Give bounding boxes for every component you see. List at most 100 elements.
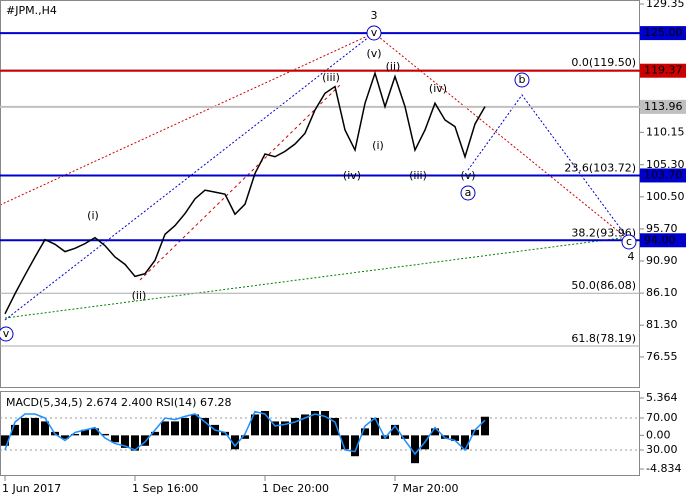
macd-bar bbox=[271, 421, 279, 436]
price-line bbox=[4, 70, 486, 315]
trend-line bbox=[4, 236, 630, 319]
wave-label: 4 bbox=[628, 250, 635, 263]
macd-bar bbox=[131, 435, 139, 451]
trend-line bbox=[139, 84, 341, 281]
y-tick-label: 5.364 bbox=[646, 391, 678, 404]
rsi-line bbox=[4, 410, 486, 456]
wave-circle bbox=[460, 185, 476, 201]
y-tick-label: 76.55 bbox=[646, 350, 678, 363]
wave-label: (iv) bbox=[429, 82, 447, 95]
wave-label: b bbox=[519, 73, 526, 86]
trend-line bbox=[4, 32, 375, 321]
macd-bar bbox=[401, 435, 409, 439]
level-label: 113.96 bbox=[644, 100, 683, 113]
forecast-line bbox=[467, 94, 630, 241]
macd-bar bbox=[291, 417, 299, 436]
wave-label: v bbox=[3, 327, 10, 340]
macd-bar bbox=[1, 435, 9, 446]
wave-label: (iv) bbox=[343, 169, 361, 182]
wave-label: (v) bbox=[460, 169, 475, 182]
y-tick-label: -4.834 bbox=[646, 462, 681, 475]
macd-bar bbox=[31, 417, 39, 436]
wave-label: v bbox=[371, 26, 378, 39]
wave-lines bbox=[0, 32, 630, 321]
fib-label: 38.2(93.96) bbox=[571, 227, 636, 240]
macd-bar bbox=[431, 428, 439, 436]
fib-label: 0.0(119.50) bbox=[571, 56, 636, 69]
macd-bar bbox=[411, 435, 419, 464]
macd-bar bbox=[81, 429, 89, 436]
y-tick-label: 110.15 bbox=[646, 125, 685, 138]
wave-label: c bbox=[626, 235, 632, 248]
macd-bar bbox=[61, 435, 69, 439]
macd-bar bbox=[171, 421, 179, 436]
macd-bar bbox=[181, 417, 189, 436]
macd-bar bbox=[371, 417, 379, 436]
macd-bar bbox=[321, 410, 329, 436]
macd-bar bbox=[201, 417, 209, 436]
macd-bar bbox=[141, 435, 149, 446]
macd-bar bbox=[341, 435, 349, 450]
macd-bar bbox=[361, 428, 369, 436]
level-label: 119.37 bbox=[644, 64, 683, 77]
wave-label: (iii) bbox=[409, 169, 427, 182]
trend-line bbox=[373, 32, 630, 241]
macd-bar bbox=[71, 433, 79, 436]
macd-bar bbox=[101, 433, 109, 436]
indicator-title: MACD(5,34,5) 2.674 2.400 RSI(14) 67.28 bbox=[6, 396, 231, 409]
macd-bar bbox=[281, 421, 289, 436]
wave-label: (v) bbox=[366, 47, 381, 60]
chart-title: #JPM.,H4 bbox=[6, 4, 57, 17]
fib-label: 23.6(103.72) bbox=[564, 161, 636, 174]
wave-circle bbox=[514, 72, 530, 88]
level-box bbox=[640, 233, 686, 248]
level-label: 94.00 bbox=[644, 233, 676, 246]
macd-bar bbox=[301, 414, 309, 436]
macd-bar bbox=[331, 417, 339, 436]
macd-bar bbox=[121, 435, 129, 448]
level-box bbox=[640, 168, 686, 183]
price-panel bbox=[0, 0, 640, 388]
y-tick-label: 0.00 bbox=[646, 428, 671, 441]
wave-label: (iii) bbox=[322, 71, 340, 84]
x-tick-label: 7 Mar 20:00 bbox=[392, 482, 458, 495]
level-box bbox=[640, 99, 686, 114]
y-tick-label: 100.50 bbox=[646, 190, 685, 203]
macd-bar bbox=[461, 435, 469, 450]
macd-bar bbox=[311, 410, 319, 436]
wave-circle bbox=[621, 234, 637, 250]
x-tick-label: 1 Dec 20:00 bbox=[262, 482, 329, 495]
macd-bar bbox=[391, 424, 399, 436]
level-label: 103.70 bbox=[644, 168, 683, 181]
macd-bar bbox=[91, 428, 99, 436]
wave-circle bbox=[0, 326, 14, 342]
fib-label: 61.8(78.19) bbox=[571, 332, 636, 345]
macd-bar bbox=[11, 424, 19, 436]
y-tick-label: 30.00 bbox=[646, 443, 678, 456]
wave-label: (i) bbox=[372, 139, 384, 152]
macd-bar bbox=[191, 414, 199, 436]
fib-label: 50.0(86.08) bbox=[571, 279, 636, 292]
macd-bar bbox=[451, 435, 459, 441]
macd-bar bbox=[261, 410, 269, 436]
macd-bar bbox=[41, 421, 49, 436]
wave-label: a bbox=[465, 186, 472, 199]
wave-circle bbox=[366, 25, 382, 41]
wave-label: 3 bbox=[371, 9, 378, 22]
level-box bbox=[640, 26, 686, 41]
indicator-panel bbox=[0, 391, 640, 476]
x-tick-label: 1 Sep 16:00 bbox=[132, 482, 198, 495]
wave-label: (ii) bbox=[132, 289, 147, 302]
macd-bar bbox=[151, 431, 159, 436]
macd-bar bbox=[231, 435, 239, 450]
y-tick-label: 95.70 bbox=[646, 222, 678, 235]
y-tick-label: 86.10 bbox=[646, 286, 678, 299]
macd-bar bbox=[351, 435, 359, 457]
y-tick-label: 90.90 bbox=[646, 254, 678, 267]
macd-bar bbox=[21, 417, 29, 436]
level-label: 125.00 bbox=[644, 26, 683, 39]
wave-label: (ii) bbox=[386, 60, 401, 73]
level-box bbox=[640, 63, 686, 78]
